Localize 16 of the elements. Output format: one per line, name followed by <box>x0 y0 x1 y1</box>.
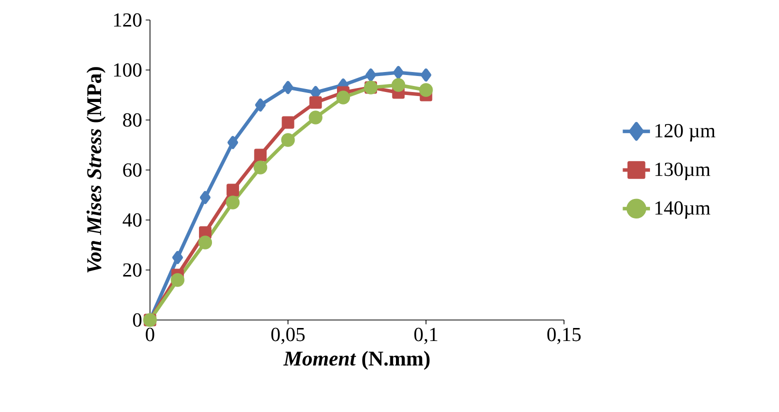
y-axis-title: Von Mises Stress (MPa) <box>86 67 106 273</box>
x-tick-label: 0 <box>146 328 154 342</box>
x-axis-title: Moment (N.mm) <box>283 350 430 370</box>
y-tick-label: 40 <box>122 213 142 227</box>
x-tick-label: 0,05 <box>271 328 305 344</box>
y-tick-label: 20 <box>123 263 142 277</box>
y-tick-label: 60 <box>123 163 142 177</box>
y-tick-label: 0 <box>133 313 142 327</box>
y-tick-label: 80 <box>123 113 142 127</box>
y-tick-label: 120 <box>114 13 142 27</box>
legend-label: 130µm <box>655 162 710 180</box>
legend-label: 120 µm <box>655 124 716 142</box>
x-tick-label: 0,1 <box>414 328 438 344</box>
x-tick-label: 0,15 <box>547 328 581 344</box>
legend-label: 140µm <box>655 201 710 219</box>
y-tick-label: 100 <box>114 63 142 77</box>
